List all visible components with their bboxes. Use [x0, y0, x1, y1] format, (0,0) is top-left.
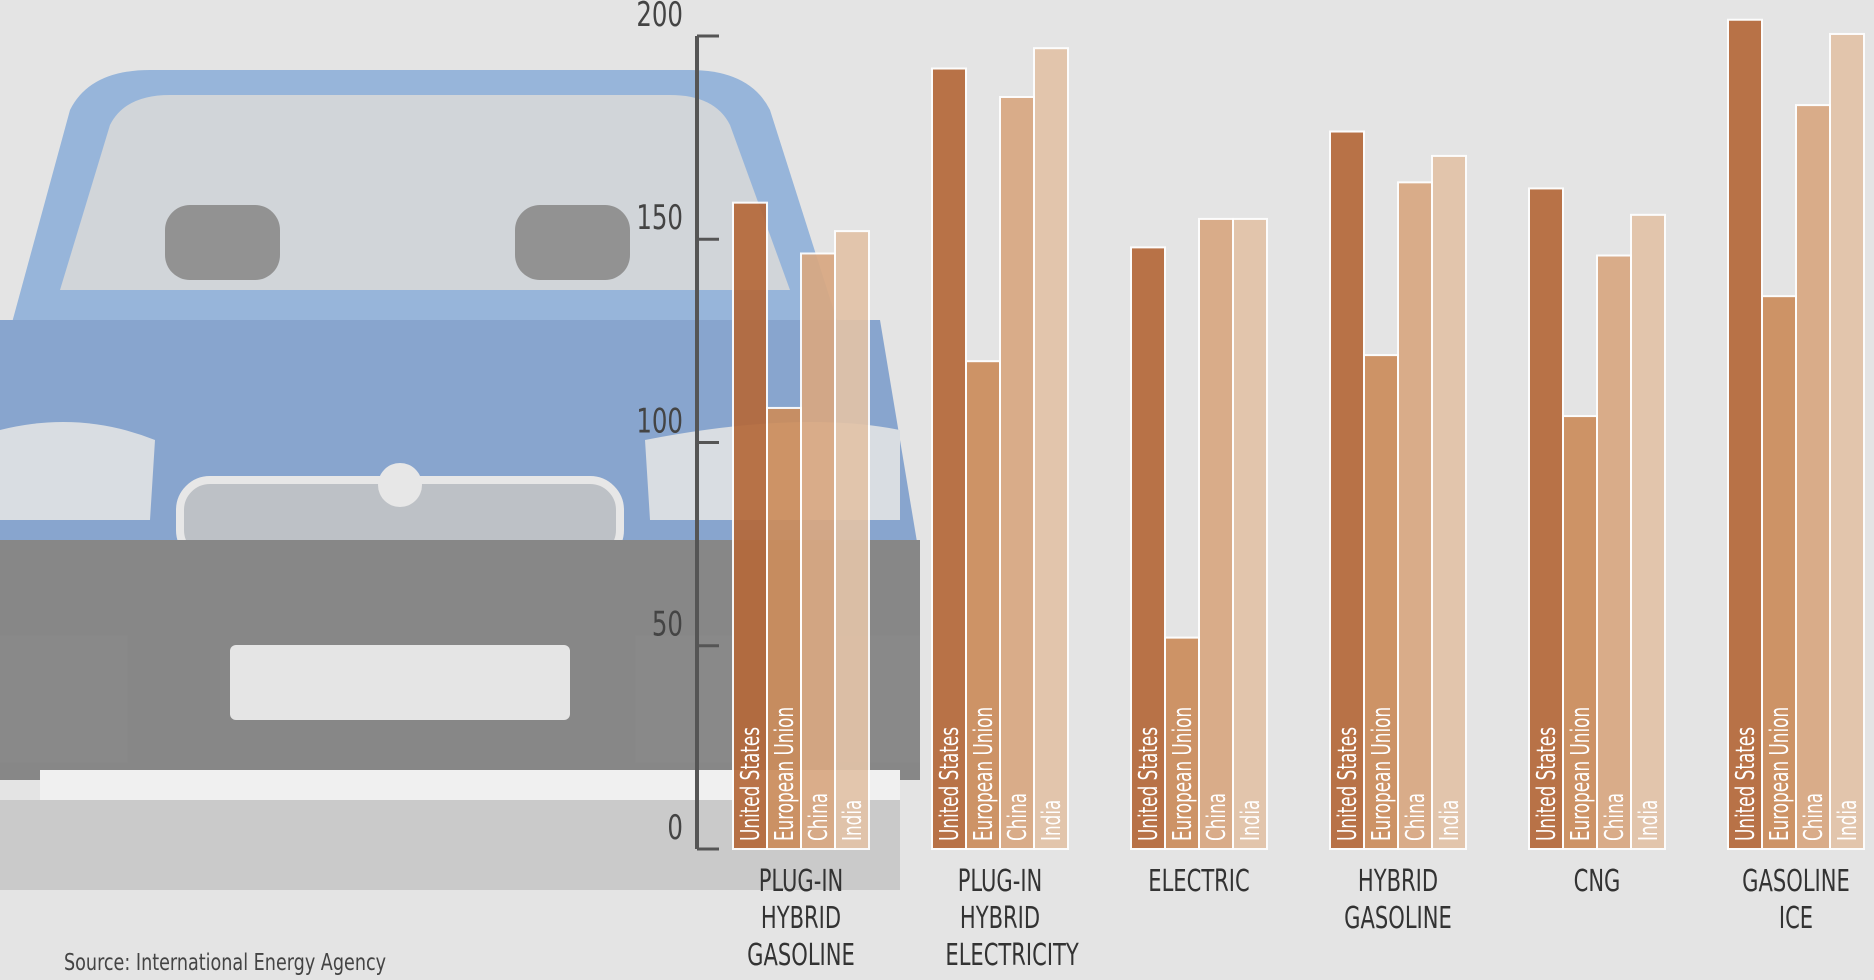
bar [1596, 254, 1632, 850]
bar [766, 406, 802, 850]
bar-series-label: India [838, 800, 868, 841]
car-illustration [0, 70, 920, 890]
bar [1164, 636, 1200, 850]
bar-series-label: China [1202, 793, 1232, 841]
bar-series-label: European Union [1367, 707, 1397, 841]
bar-series-label: United States [1532, 727, 1562, 841]
x-tick-label: HYBRID GASOLINE [1344, 864, 1452, 936]
bar-series-label: European Union [1566, 707, 1596, 841]
bar [1761, 295, 1797, 851]
bar-series-label: India [1435, 800, 1465, 841]
x-tick-label: PLUG-IN HYBRID ELECTRICITY [945, 864, 1079, 973]
bar [1363, 354, 1399, 850]
bar-series-label: European Union [969, 707, 999, 841]
bar [1232, 217, 1268, 851]
bar-series-label: European Union [1168, 707, 1198, 841]
y-tick-label: 200 [636, 0, 683, 35]
bar-series-label: United States [1731, 727, 1761, 841]
bar [1130, 246, 1166, 850]
bar-series-label: China [1401, 793, 1431, 841]
bar [1630, 213, 1666, 851]
bar-series-label: China [1600, 793, 1630, 841]
bar [1795, 104, 1831, 851]
bar [1397, 181, 1433, 850]
bar-series-label: European Union [770, 707, 800, 841]
bar-series-label: United States [1333, 727, 1363, 841]
bar-series-label: China [1799, 793, 1829, 841]
source-note: Source: International Energy Agency [64, 950, 387, 976]
bar [800, 252, 836, 851]
bar [732, 201, 768, 851]
bar [1528, 187, 1564, 850]
y-tick-label: 100 [636, 402, 683, 442]
bar [1829, 32, 1865, 850]
bar [965, 360, 1001, 850]
bar-series-label: India [1634, 800, 1664, 841]
bar-series-label: United States [1134, 727, 1164, 841]
bar [834, 230, 870, 850]
bar [1562, 415, 1598, 850]
y-tick-label: 50 [652, 605, 683, 645]
bar [1198, 217, 1234, 851]
bar-series-label: United States [736, 727, 766, 841]
y-tick-label: 150 [636, 198, 683, 238]
bar [1431, 154, 1467, 851]
bar-series-label: China [804, 793, 834, 841]
y-tick-label: 0 [667, 808, 683, 848]
bar-series-label: India [1037, 800, 1067, 841]
bar-series-label: United States [935, 727, 965, 841]
bar [931, 67, 967, 850]
bar-series-label: European Union [1765, 707, 1795, 841]
bar-series-label: China [1003, 793, 1033, 841]
bar [1727, 18, 1763, 851]
bar-series-label: India [1833, 800, 1863, 841]
x-tick-label: PLUG-IN HYBRID GASOLINE [747, 864, 855, 973]
x-tick-label: CNG [1573, 864, 1621, 899]
bar-series-label: India [1236, 800, 1266, 841]
x-tick-label: ELECTRIC [1148, 864, 1250, 899]
bar [999, 95, 1035, 851]
bar [1033, 47, 1069, 850]
x-tick-label: GASOLINE ICE [1742, 864, 1850, 936]
